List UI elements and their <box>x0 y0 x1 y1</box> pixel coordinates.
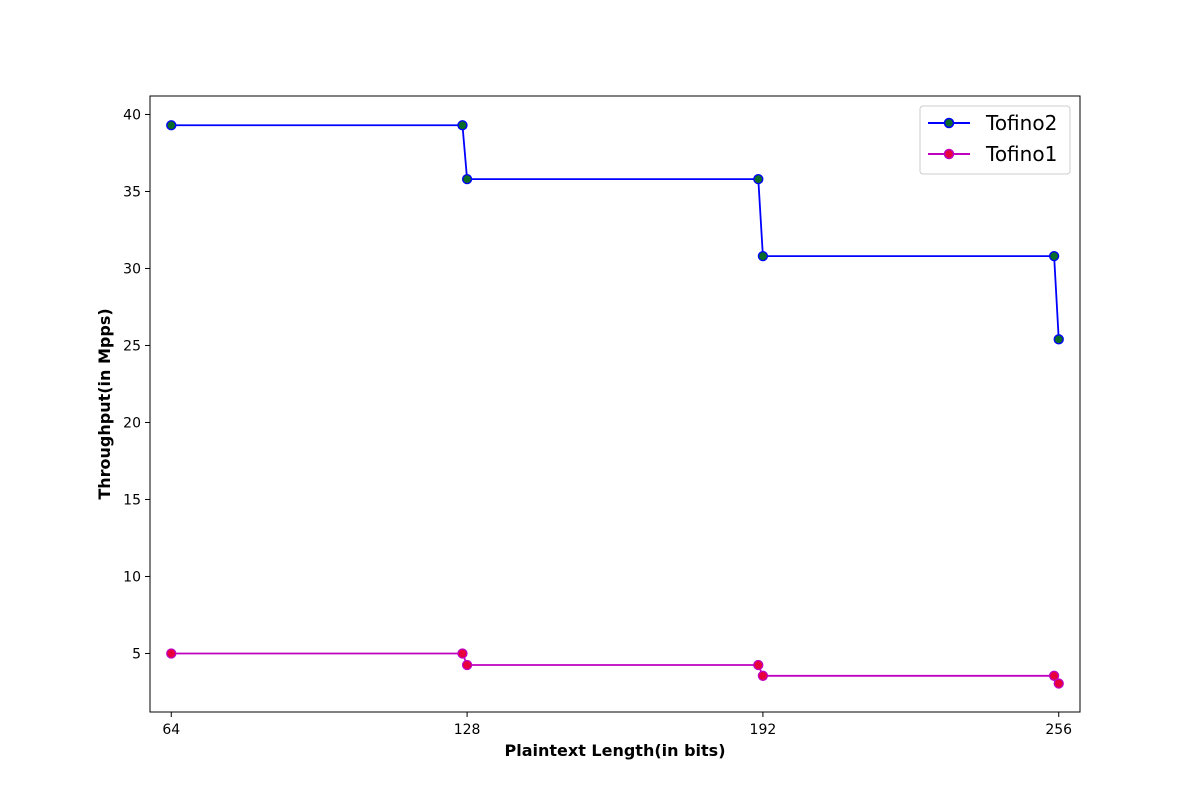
legend-marker-tofino2 <box>943 117 955 129</box>
data-point-tofino1 <box>457 648 468 659</box>
y-tick-label: 35 <box>123 184 141 200</box>
y-tick-label: 20 <box>123 415 141 431</box>
x-axis-ticks: 64 128 192 256 <box>162 712 1072 738</box>
y-axis-title: Throughput(in Mpps) <box>95 308 114 499</box>
y-axis-ticks: 5 10 15 20 25 30 35 40 <box>123 107 150 662</box>
legend-label-tofino2: Tofino2 <box>985 111 1057 135</box>
x-axis-title: Plaintext Length(in bits) <box>504 741 725 760</box>
x-tick-label: 64 <box>162 722 180 738</box>
x-tick-label: 256 <box>1045 722 1072 738</box>
data-point-tofino2 <box>757 251 769 262</box>
data-point-tofino2 <box>461 174 473 185</box>
y-tick-label: 5 <box>132 646 141 662</box>
data-point-tofino2 <box>457 120 468 131</box>
data-point-tofino1 <box>757 670 769 681</box>
data-point-tofino2 <box>753 174 764 185</box>
data-point-tofino1 <box>1048 670 1060 681</box>
y-tick-label: 30 <box>123 261 141 277</box>
x-tick-label: 128 <box>454 722 481 738</box>
legend: Tofino2 Tofino1 <box>919 105 1071 175</box>
x-tick-label: 192 <box>750 722 777 738</box>
y-tick-label: 40 <box>123 107 141 123</box>
series-layer <box>166 120 1064 689</box>
data-point-tofino1 <box>461 659 473 671</box>
legend-label-tofino1: Tofino1 <box>985 142 1057 166</box>
y-tick-label: 25 <box>123 338 141 354</box>
legend-marker-tofino1 <box>943 148 955 160</box>
data-point-tofino1 <box>753 659 764 671</box>
y-tick-label: 15 <box>123 492 141 508</box>
data-point-tofino2 <box>166 120 177 131</box>
data-point-tofino2 <box>1053 334 1064 345</box>
data-point-tofino1 <box>1053 678 1064 689</box>
data-point-tofino2 <box>1048 251 1060 262</box>
y-tick-label: 10 <box>123 569 141 585</box>
plot-frame <box>149 95 1081 713</box>
data-point-tofino1 <box>166 648 177 659</box>
series-line-tofino1 <box>171 652 1060 684</box>
